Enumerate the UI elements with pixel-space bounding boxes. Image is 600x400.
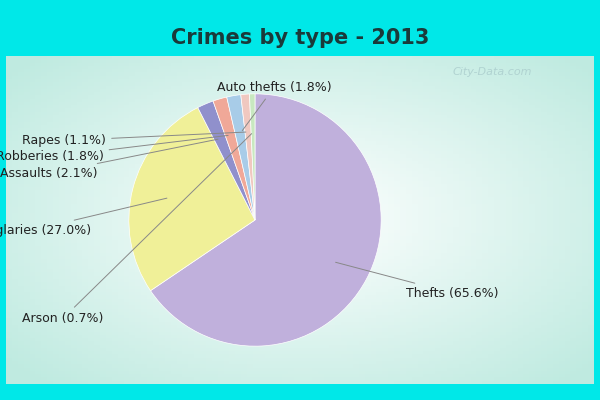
Text: Arson (0.7%): Arson (0.7%) bbox=[22, 134, 251, 325]
Text: Burglaries (27.0%): Burglaries (27.0%) bbox=[0, 198, 167, 236]
Wedge shape bbox=[151, 94, 381, 346]
Text: Robberies (1.8%): Robberies (1.8%) bbox=[0, 135, 228, 164]
Wedge shape bbox=[241, 94, 255, 220]
Wedge shape bbox=[227, 95, 255, 220]
Text: City-Data.com: City-Data.com bbox=[452, 67, 532, 77]
Text: Auto thefts (1.8%): Auto thefts (1.8%) bbox=[217, 81, 331, 131]
Wedge shape bbox=[129, 108, 255, 291]
Text: Thefts (65.6%): Thefts (65.6%) bbox=[335, 262, 499, 300]
Text: Crimes by type - 2013: Crimes by type - 2013 bbox=[171, 28, 429, 48]
Text: Assaults (2.1%): Assaults (2.1%) bbox=[0, 139, 218, 180]
Text: Rapes (1.1%): Rapes (1.1%) bbox=[22, 132, 246, 147]
Wedge shape bbox=[213, 97, 255, 220]
Wedge shape bbox=[250, 94, 255, 220]
Wedge shape bbox=[198, 101, 255, 220]
